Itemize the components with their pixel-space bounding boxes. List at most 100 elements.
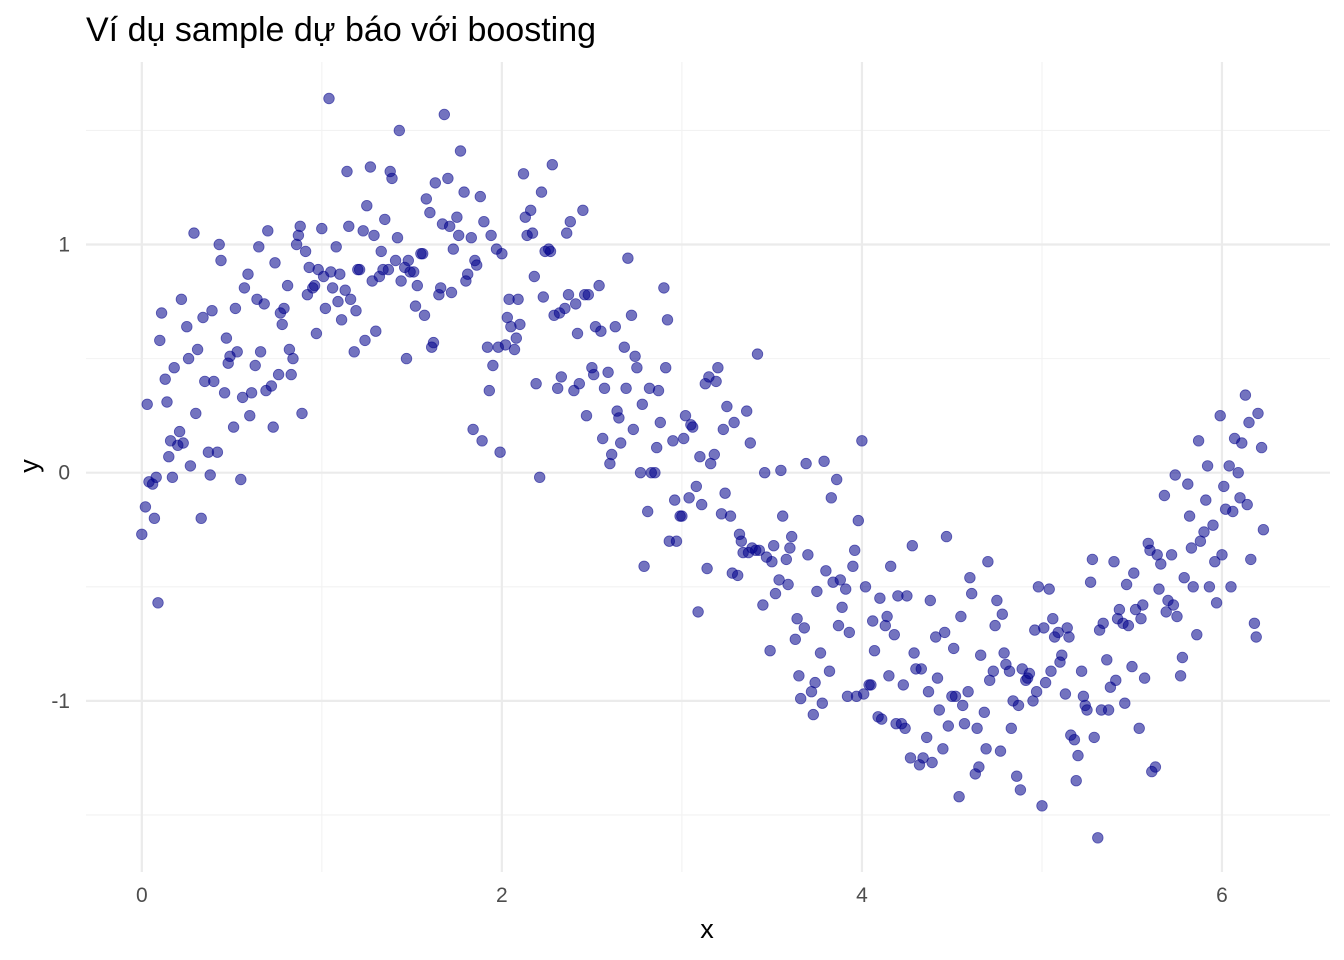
- data-point: [1225, 581, 1237, 593]
- data-point: [690, 480, 703, 493]
- data-point: [922, 686, 935, 698]
- data-point: [476, 435, 488, 447]
- data-point: [402, 254, 415, 267]
- data-point: [741, 405, 753, 417]
- data-point: [444, 220, 456, 233]
- data-point: [588, 368, 600, 381]
- data-point: [393, 124, 406, 137]
- data-point: [958, 718, 971, 730]
- data-point: [897, 679, 910, 691]
- data-point: [1183, 510, 1196, 522]
- data-point: [332, 295, 344, 308]
- data-point: [389, 254, 402, 267]
- data-point: [1059, 688, 1072, 700]
- data-point: [921, 731, 933, 744]
- data-point: [1214, 410, 1226, 422]
- data-point: [458, 186, 470, 198]
- data-point: [454, 145, 467, 157]
- data-point: [175, 293, 188, 306]
- data-point: [1160, 606, 1172, 618]
- data-point: [885, 560, 897, 573]
- data-point: [1185, 542, 1198, 554]
- data-point: [1248, 617, 1261, 630]
- data-point: [1043, 583, 1055, 595]
- data-point: [1252, 407, 1264, 420]
- data-point: [1218, 480, 1230, 493]
- data-point: [1176, 651, 1189, 664]
- data-point: [400, 352, 413, 365]
- data-point: [1036, 800, 1048, 812]
- data-point: [330, 241, 342, 253]
- data-point: [1192, 435, 1205, 447]
- data-point: [823, 665, 836, 677]
- data-point: [249, 359, 261, 372]
- data-point: [235, 473, 247, 486]
- data-point: [948, 642, 960, 655]
- data-point: [1120, 578, 1133, 591]
- data-point: [177, 437, 189, 449]
- data-point: [926, 756, 938, 769]
- data-point: [299, 245, 312, 258]
- data-point: [168, 362, 180, 374]
- data-point: [744, 437, 757, 449]
- data-point: [375, 245, 387, 258]
- data-point: [834, 574, 847, 586]
- data-point: [278, 302, 290, 315]
- data-point: [1245, 553, 1257, 566]
- data-point: [483, 384, 496, 397]
- data-point: [1169, 469, 1181, 481]
- data-point: [1012, 699, 1025, 712]
- data-point: [166, 471, 179, 484]
- data-point: [1236, 437, 1248, 449]
- data-point: [370, 325, 382, 337]
- data-point: [236, 391, 249, 404]
- data-point: [1063, 631, 1075, 643]
- data-point: [427, 336, 440, 349]
- data-point: [906, 540, 919, 552]
- data-point: [508, 343, 521, 356]
- data-point: [638, 560, 650, 573]
- data-point: [181, 321, 193, 333]
- data-point: [1171, 610, 1183, 623]
- data-point: [865, 679, 877, 691]
- data-point: [368, 229, 380, 242]
- data-point: [661, 314, 674, 326]
- data-point: [843, 626, 856, 639]
- data-point: [724, 510, 737, 522]
- data-point: [182, 352, 195, 365]
- data-point: [357, 225, 369, 237]
- data-point: [208, 375, 220, 388]
- data-point: [462, 268, 474, 280]
- y-tick-label: 1: [58, 234, 70, 257]
- data-point: [832, 619, 845, 632]
- data-point: [975, 649, 987, 661]
- data-point: [676, 510, 688, 522]
- data-point: [1052, 626, 1064, 639]
- data-point: [764, 645, 776, 657]
- data-point: [634, 467, 647, 479]
- data-point: [775, 464, 787, 477]
- data-point: [204, 469, 216, 481]
- data-point: [544, 245, 557, 258]
- data-point: [465, 231, 478, 244]
- data-point: [323, 92, 335, 105]
- data-point: [953, 791, 965, 803]
- data-point: [1030, 686, 1043, 698]
- data-point: [184, 460, 197, 472]
- y-tick-label: 0: [58, 462, 70, 485]
- data-point: [1101, 654, 1113, 666]
- data-point: [649, 467, 661, 479]
- x-tick-label: 6: [1216, 884, 1228, 907]
- data-point: [964, 572, 976, 584]
- data-point: [1149, 761, 1162, 773]
- data-point: [780, 553, 793, 566]
- data-point: [1135, 613, 1147, 625]
- data-point: [1113, 603, 1126, 616]
- data-point: [966, 587, 978, 600]
- data-point: [1039, 676, 1052, 689]
- data-point: [636, 398, 649, 411]
- data-point: [139, 501, 152, 513]
- data-point: [442, 172, 454, 185]
- data-point: [955, 610, 967, 623]
- data-point: [942, 720, 955, 732]
